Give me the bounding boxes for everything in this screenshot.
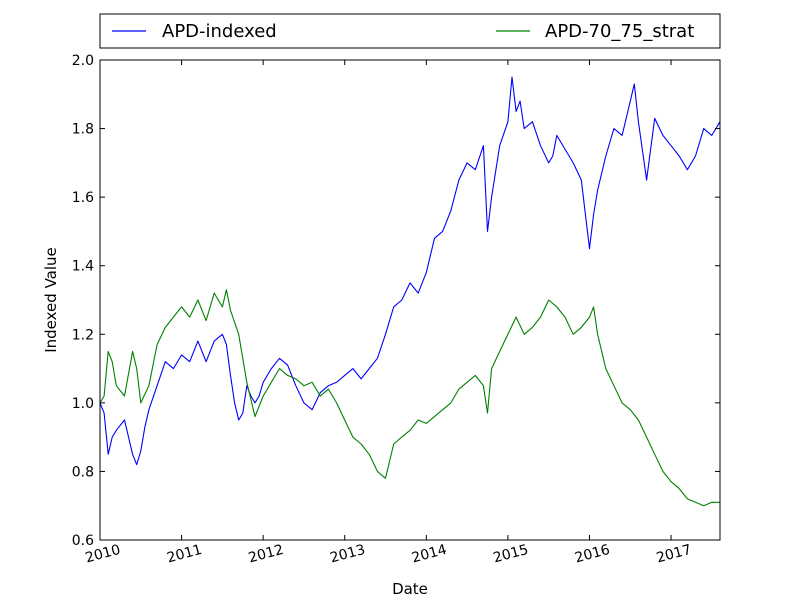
plot-frame [99, 59, 721, 541]
series-line-apd-70-75-strat [99, 289, 720, 507]
y-tick-label: 0.8 [72, 464, 94, 480]
x-axis-title: Date [392, 580, 428, 598]
y-axis: 0.6 0.8 1.0 1.2 1.4 1.6 1.8 2.0 [72, 53, 720, 549]
y-axis-title: Indexed Value [42, 247, 60, 353]
y-tick-label: 1.2 [72, 327, 94, 343]
x-tick-label: 2017 [655, 542, 694, 567]
x-tick-label: 2011 [165, 542, 204, 567]
x-tick-label: 2012 [247, 542, 286, 567]
x-tick-label: 2013 [328, 542, 367, 567]
x-tick-label: 2014 [410, 542, 449, 567]
y-tick-label: 2.0 [72, 53, 94, 69]
x-tick-label: 2015 [492, 542, 531, 567]
series-line-apd-indexed [99, 76, 721, 466]
y-tick-label: 1.6 [72, 190, 94, 206]
legend-box [99, 13, 721, 49]
x-axis: 2010 2011 2012 2013 2014 2015 2016 2017 [84, 60, 694, 567]
y-tick-label: 1.4 [72, 259, 94, 275]
legend-label-apd-strat: APD-70_75_strat [545, 21, 694, 42]
x-tick-label: 2016 [573, 542, 612, 567]
legend: APD-indexed APD-70_75_strat [99, 13, 721, 49]
legend-label-apd-indexed: APD-indexed [162, 21, 277, 42]
y-tick-label: 1.8 [72, 122, 94, 138]
y-tick-label: 0.6 [72, 533, 94, 549]
series-layer [99, 76, 721, 507]
y-tick-label: 1.0 [72, 396, 94, 412]
